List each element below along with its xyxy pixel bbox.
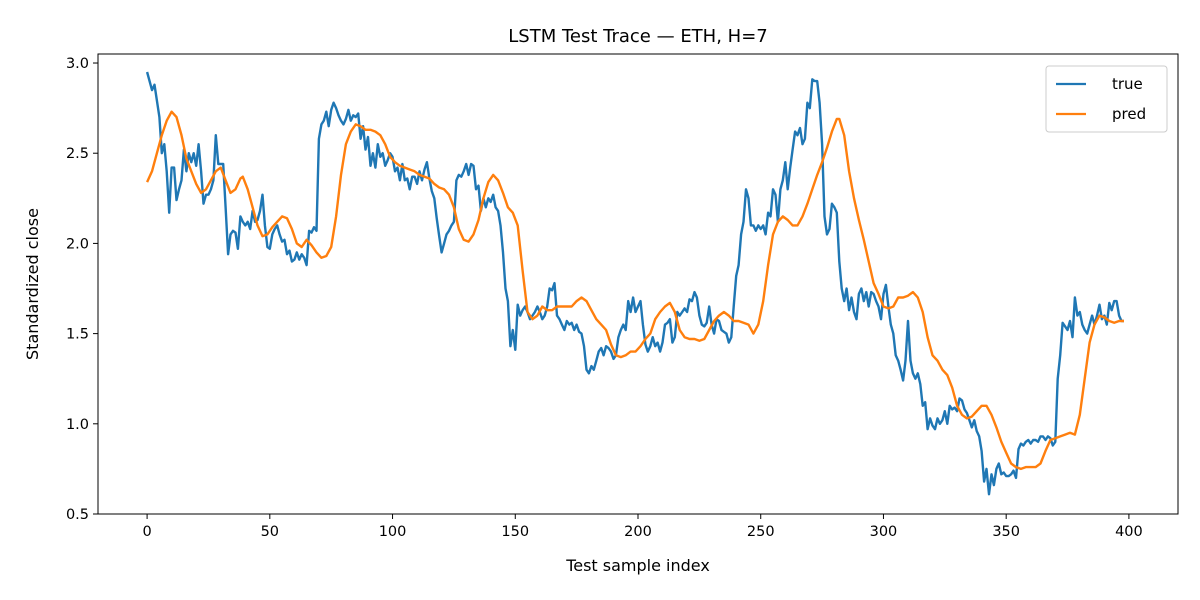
x-axis: 0 50 100 150 200 250 300 350 400 [142,514,1143,540]
series-lines [145,71,1124,496]
legend-label-pred: pred [1112,105,1146,123]
y-tick-label: 2.0 [66,236,89,252]
y-tick-label: 3.0 [66,56,89,72]
x-tick-label: 0 [142,524,151,540]
x-tick-label: 300 [870,524,898,540]
y-axis-label: Standardized close [23,208,42,360]
series-line-pred [146,110,1124,471]
y-axis: 0.5 1.0 1.5 2.0 2.5 3.0 [66,56,98,523]
plot-area [97,53,1179,515]
legend: true pred [1045,65,1168,133]
x-tick-label: 250 [747,524,775,540]
series-line-true [145,71,1124,496]
x-tick-label: 100 [379,524,407,540]
x-tick-label: 200 [624,524,652,540]
x-axis-label: Test sample index [565,556,710,575]
x-tick-label: 50 [261,524,279,540]
y-tick-label: 1.0 [66,417,89,433]
axes-background [98,54,1178,514]
legend-label-true: true [1112,75,1143,93]
legend-box [1045,65,1168,133]
chart-title: LSTM Test Trace — ETH, H=7 [508,26,767,47]
y-tick-label: 2.5 [66,146,89,162]
x-tick-label: 150 [501,524,529,540]
y-tick-label: 0.5 [66,507,89,523]
y-tick-label: 1.5 [66,327,89,343]
x-tick-label: 350 [992,524,1020,540]
x-tick-label: 400 [1115,524,1143,540]
